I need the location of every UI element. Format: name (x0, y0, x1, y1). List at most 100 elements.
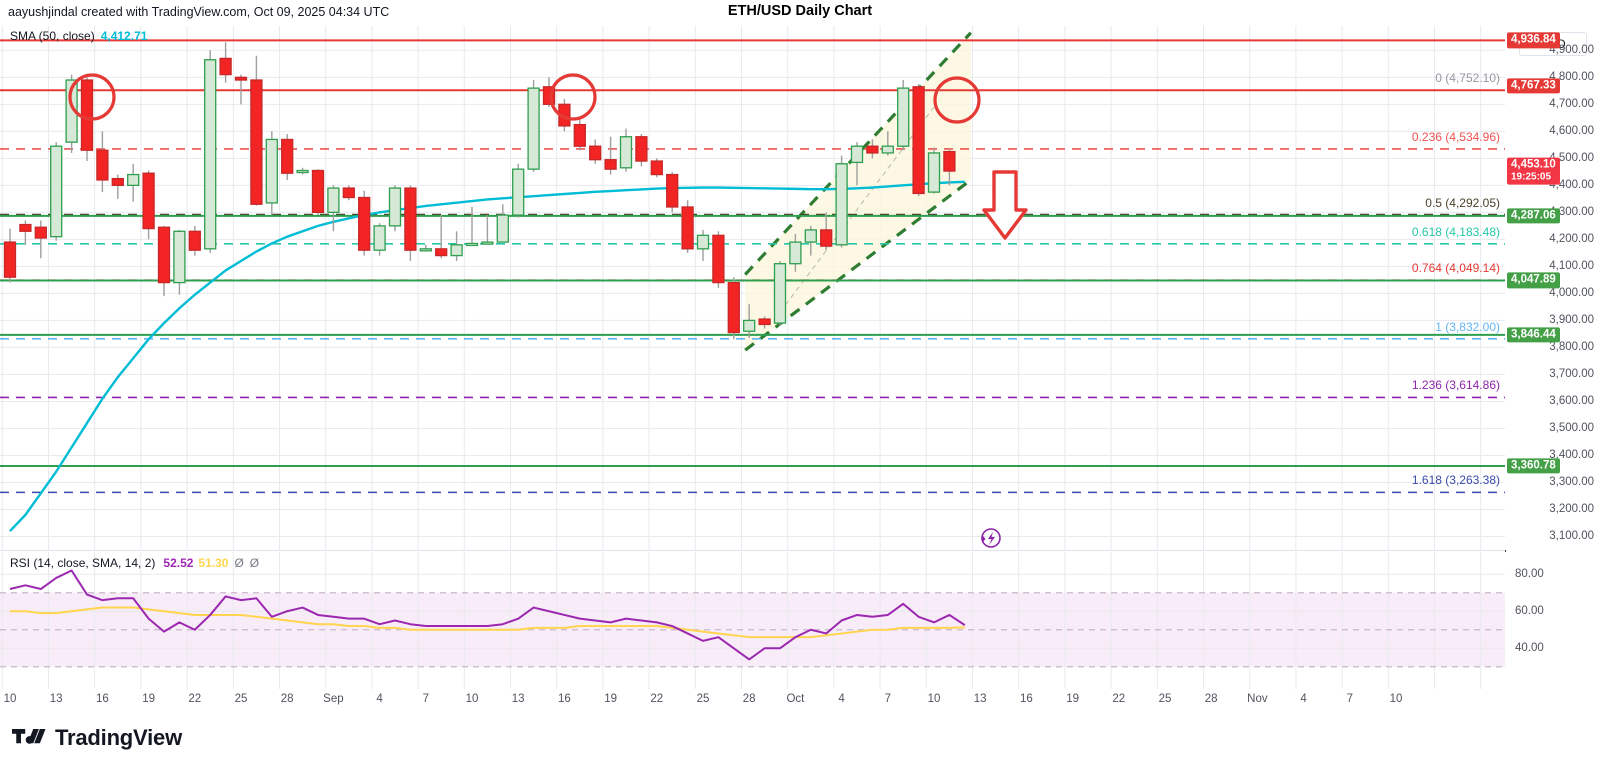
price-marker-label[interactable]: 4,047.89 (1507, 272, 1560, 289)
price-marker-label[interactable]: 3,846.44 (1507, 327, 1560, 343)
time-tick-label: 28 (1204, 693, 1218, 705)
candle-body (696, 234, 710, 250)
time-tick-label: 4 (838, 693, 845, 705)
candlestick (388, 185, 402, 232)
candle-body (619, 136, 633, 169)
settings-icon[interactable]: Ø (249, 556, 260, 570)
pane-separator (0, 550, 1505, 551)
sma-legend[interactable]: SMA (50, close) 4,412.71 (10, 29, 147, 43)
candle-body (450, 244, 463, 257)
candle-body (635, 136, 648, 162)
time-tick-label: Sep (323, 693, 344, 705)
time-tick-label: 25 (234, 693, 248, 705)
candlestick (204, 50, 217, 253)
candle-body (327, 187, 340, 214)
candlestick (943, 148, 956, 186)
rsi-axis[interactable]: 80.00 60.00 40.00 (1505, 552, 1600, 689)
price-marker-label[interactable]: 4,767.33 (1507, 78, 1560, 94)
candlestick (3, 228, 17, 283)
candlestick (589, 139, 602, 164)
candle-body (465, 242, 479, 247)
rsi-tick-label: 80.00 (1515, 568, 1544, 581)
price-chart-canvas (0, 26, 1505, 550)
candle-body (758, 318, 771, 326)
rsi-legend[interactable]: RSI (14, close, SMA, 14, 2) 52.52 51.30 Ø Ø (10, 556, 259, 570)
rsi-tick-label: 40.00 (1515, 642, 1544, 655)
candle-body (897, 87, 910, 147)
fib-level-label-0.236: 0.236 (4,534.96) (1411, 129, 1500, 144)
tradingview-logo[interactable]: TradingView (12, 725, 182, 751)
time-tick-label: 22 (1112, 693, 1126, 705)
price-marker-label[interactable]: 4,936.84 (1507, 32, 1560, 48)
fib-level-label-0.764: 0.764 (4,049.14) (1411, 261, 1500, 276)
price-marker-label[interactable]: 4,287.06 (1507, 208, 1560, 224)
time-tick-label: 16 (95, 693, 109, 705)
candle-body (3, 241, 17, 278)
time-tick-label: 25 (1158, 693, 1172, 705)
price-axis[interactable]: USD 4,900.004,800.004,700.004,600.004,50… (1505, 26, 1600, 550)
time-tick-label: 10 (1389, 693, 1403, 705)
price-tick-label: 4,900.00 (1549, 44, 1594, 57)
fib-level-label-0.618: 0.618 (4,183.48) (1411, 224, 1500, 239)
price-tick-label: 3,800.00 (1549, 341, 1594, 354)
eye-icon[interactable]: Ø (234, 556, 244, 570)
candlestick (265, 131, 278, 216)
candlestick (727, 277, 740, 340)
candlestick (342, 185, 355, 201)
candlestick (404, 185, 417, 261)
candlestick (465, 206, 479, 247)
price-tick-label: 3,600.00 (1549, 395, 1594, 408)
candlestick (604, 136, 617, 175)
time-axis[interactable]: 10 13 16 19 22 25 28 Sep 4 7 10 13 16 19 22 25 28 Oct 4 7 10… (0, 689, 1600, 713)
time-tick-label: 16 (1019, 693, 1033, 705)
sma50-line (9, 180, 965, 532)
candlestick (527, 80, 540, 172)
candlestick (481, 215, 494, 245)
candlestick (450, 231, 463, 261)
lightning-spark-icon (981, 528, 1001, 548)
time-tick-label: 13 (511, 693, 525, 705)
candle-body (527, 87, 540, 170)
candle-body (496, 214, 509, 243)
candlestick (296, 167, 309, 175)
candlestick (50, 142, 63, 241)
time-tick-label: 25 (696, 693, 710, 705)
time-tick-label: 28 (742, 693, 756, 705)
candle-body (265, 138, 278, 204)
candle-body (573, 123, 586, 147)
wedge-upper-trendline (744, 31, 972, 276)
candle-body (927, 152, 941, 193)
candle-body (342, 187, 355, 199)
price-tick-label: 4,200.00 (1549, 233, 1594, 246)
candle-body (296, 169, 309, 174)
candlestick (512, 163, 525, 218)
candle-body (281, 138, 294, 174)
footer: TradingView (0, 713, 1600, 770)
candle-body (373, 225, 386, 251)
candle-body (19, 223, 32, 232)
candlestick (373, 223, 386, 256)
candle-body (589, 145, 602, 161)
time-tick-label: 7 (1346, 693, 1353, 705)
fib-level-label-1.618: 1.618 (3,263.38) (1411, 473, 1500, 488)
rsi-pane[interactable] (0, 552, 1505, 689)
candle-body (850, 145, 864, 164)
price-tick-label: 4,000.00 (1549, 287, 1594, 300)
candle-body (789, 241, 802, 265)
candlestick (188, 225, 201, 256)
price-marker-label[interactable]: 3,360.78 (1507, 458, 1560, 474)
price-tick-label: 3,300.00 (1549, 476, 1594, 489)
rsi-legend-value: 52.52 (163, 556, 194, 570)
time-tick-label: Oct (786, 693, 805, 705)
candlestick (820, 212, 833, 251)
price-pane[interactable]: 0 (4,752.10) 0.236 (4,534.96) 0.5 (4,292.0… (0, 26, 1505, 550)
price-marker-label[interactable]: 4,453.10 19:25:05 (1507, 157, 1560, 185)
candlestick (157, 225, 171, 297)
candlestick (219, 42, 232, 83)
candle-body (127, 173, 140, 187)
price-tick-label: 3,400.00 (1549, 449, 1594, 462)
price-marker-countdown: 19:25:05 (1511, 171, 1552, 183)
price-tick-label: 3,200.00 (1549, 503, 1594, 516)
price-tick-label: 4,600.00 (1549, 125, 1594, 138)
